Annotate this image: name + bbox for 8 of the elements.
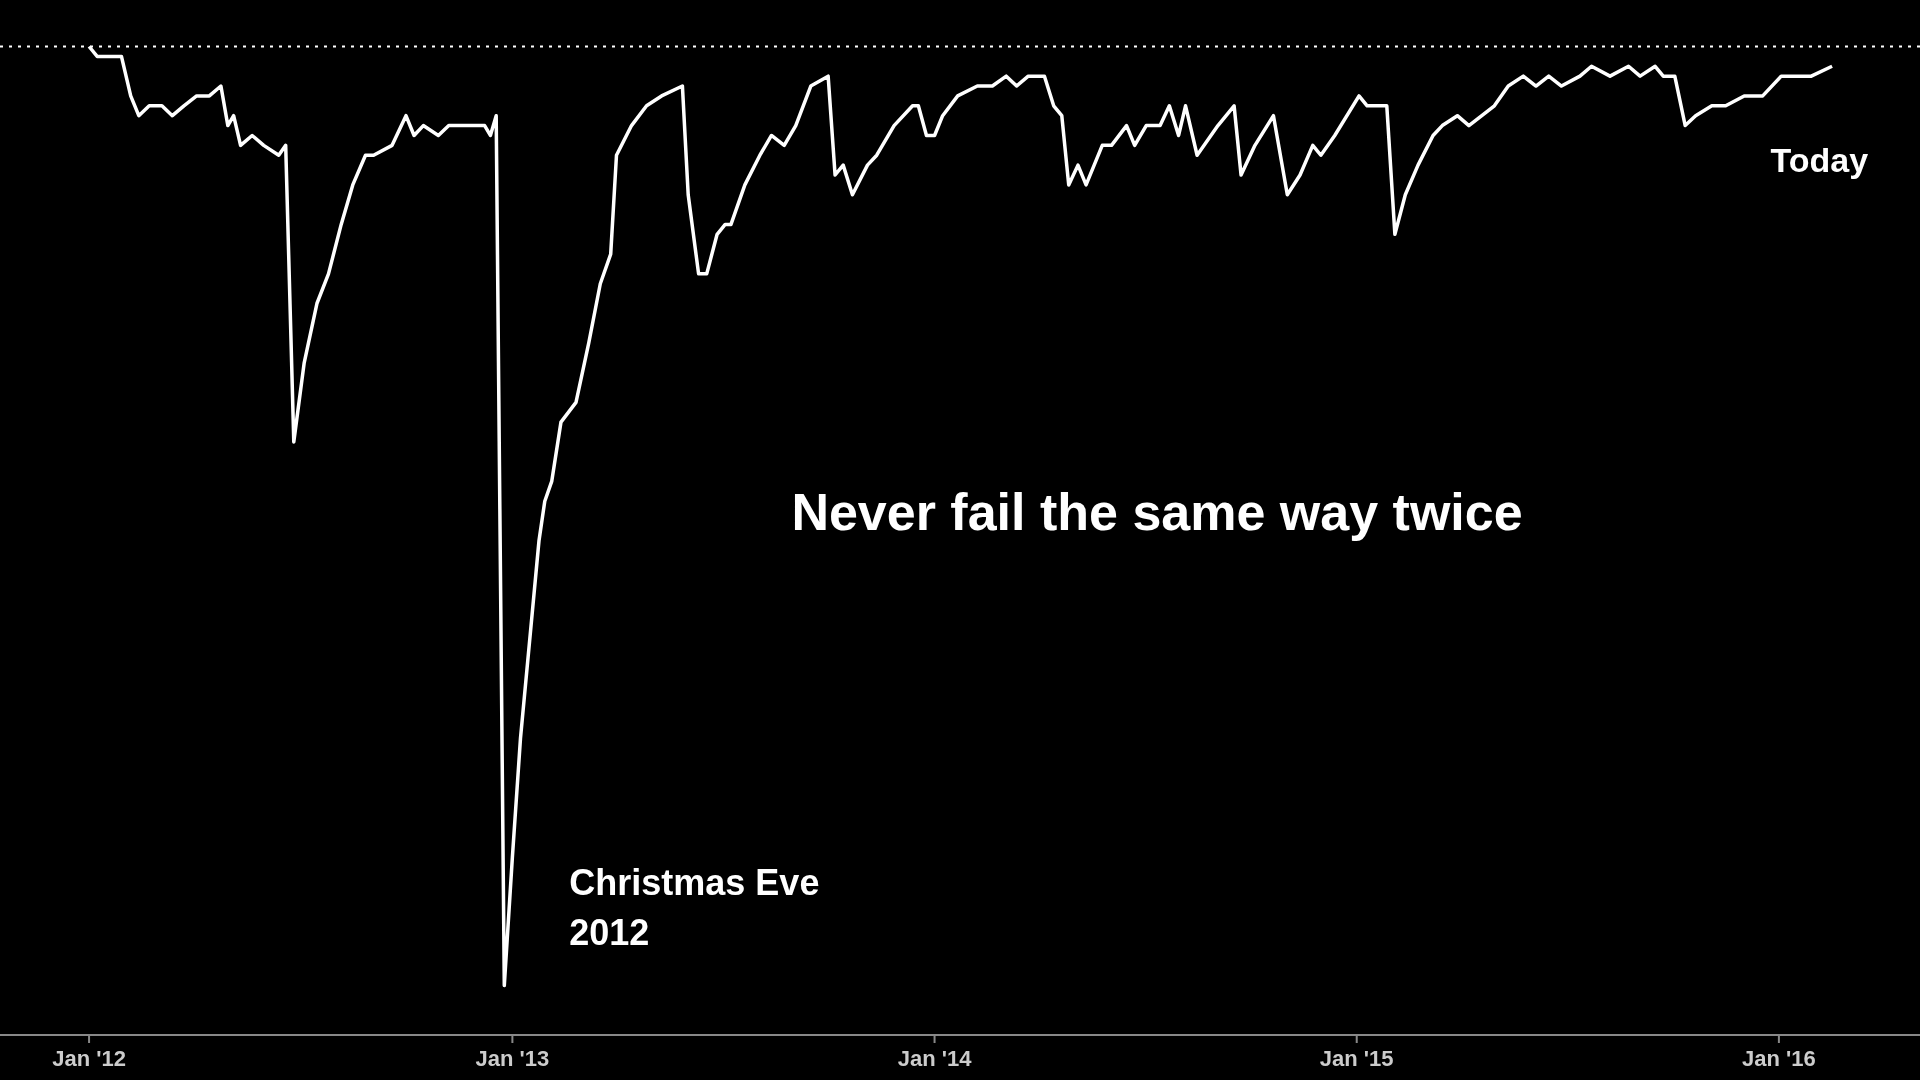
x-tick-label: Jan '15 xyxy=(1319,1046,1394,1071)
x-tick-label: Jan '14 xyxy=(897,1046,973,1071)
annotation: Today xyxy=(1770,141,1869,180)
x-tick-label: Jan '16 xyxy=(1742,1046,1816,1071)
annotation: Christmas Eve 2012 xyxy=(569,861,820,953)
x-tick-label: Jan '13 xyxy=(475,1046,550,1071)
x-tick-label: Jan '12 xyxy=(52,1046,126,1071)
annotation: Never fail the same way twice xyxy=(791,483,1523,541)
